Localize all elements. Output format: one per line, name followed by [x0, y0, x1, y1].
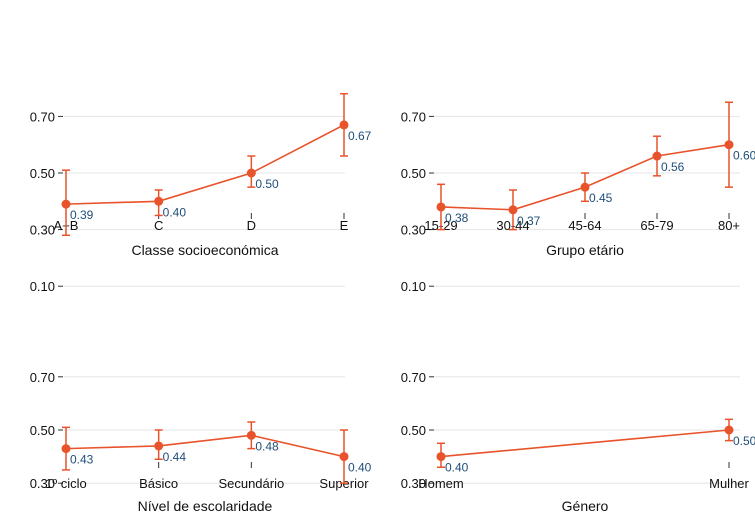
x-tick-label: Básico — [139, 476, 178, 491]
y-tick-label: 0.10 — [30, 279, 55, 294]
data-point — [339, 452, 349, 462]
data-point — [724, 425, 734, 435]
data-label: 0.37 — [517, 214, 541, 228]
chart-panel-4: 0.100.300.500.70HomemMulherGénero0.400.5… — [401, 370, 755, 514]
data-label: 0.60 — [733, 149, 755, 163]
series-line — [65, 434, 345, 458]
y-tick-label: 0.50 — [401, 423, 426, 438]
series-line — [65, 124, 345, 205]
x-axis-label: Classe socioeconómica — [131, 242, 278, 258]
data-label: 0.50 — [733, 434, 755, 448]
data-label: 0.39 — [70, 208, 94, 222]
data-point — [652, 151, 662, 161]
data-label: 0.38 — [445, 211, 469, 225]
data-point — [154, 441, 164, 451]
y-tick-label: 0.50 — [401, 166, 426, 181]
data-label: 0.40 — [445, 461, 469, 475]
y-tick-label: 0.10 — [401, 279, 426, 294]
y-tick-label: 0.30 — [30, 223, 55, 238]
series-line — [440, 429, 730, 458]
x-tick-label: Secundário — [218, 476, 284, 491]
data-label: 0.56 — [661, 160, 685, 174]
data-point — [436, 452, 446, 462]
data-label: 0.44 — [163, 450, 187, 464]
data-label: 0.50 — [255, 177, 279, 191]
data-point — [724, 140, 734, 150]
x-axis-label: Género — [562, 498, 609, 514]
data-point — [246, 430, 256, 440]
x-tick-label: Mulher — [709, 476, 749, 491]
y-tick-label: 0.70 — [401, 109, 426, 124]
y-tick-label: 0.70 — [401, 370, 426, 385]
data-point — [154, 196, 164, 206]
data-point — [436, 202, 446, 212]
data-label: 0.48 — [255, 439, 279, 453]
x-tick-label: Homem — [418, 476, 464, 491]
y-tick-label: 0.30 — [401, 476, 426, 491]
data-point — [580, 182, 590, 192]
data-point — [61, 444, 71, 454]
data-point — [246, 168, 256, 178]
x-axis-label: Nível de escolaridade — [138, 498, 273, 514]
data-point — [508, 205, 518, 215]
data-point — [339, 120, 349, 130]
y-tick-label: 0.50 — [30, 166, 55, 181]
data-label: 0.45 — [589, 191, 613, 205]
data-label: 0.43 — [70, 453, 94, 467]
x-tick-label: D — [247, 218, 256, 233]
data-label: 0.67 — [348, 129, 372, 143]
y-tick-label: 0.70 — [30, 109, 55, 124]
x-tick-label: 1º ciclo — [45, 476, 87, 491]
data-label: 0.40 — [348, 461, 372, 475]
y-tick-label: 0.70 — [30, 370, 55, 385]
x-tick-label: C — [154, 218, 163, 233]
x-tick-label: E — [340, 218, 349, 233]
y-tick-label: 0.30 — [30, 476, 55, 491]
data-point — [61, 199, 71, 209]
y-tick-label: 0.50 — [30, 423, 55, 438]
x-axis-label: Grupo etário — [546, 242, 624, 258]
y-tick-label: 0.30 — [401, 223, 426, 238]
x-tick-label: 80+ — [718, 218, 740, 233]
x-tick-label: 65-79 — [640, 218, 673, 233]
x-tick-label: 45-64 — [568, 218, 601, 233]
data-label: 0.40 — [163, 205, 187, 219]
